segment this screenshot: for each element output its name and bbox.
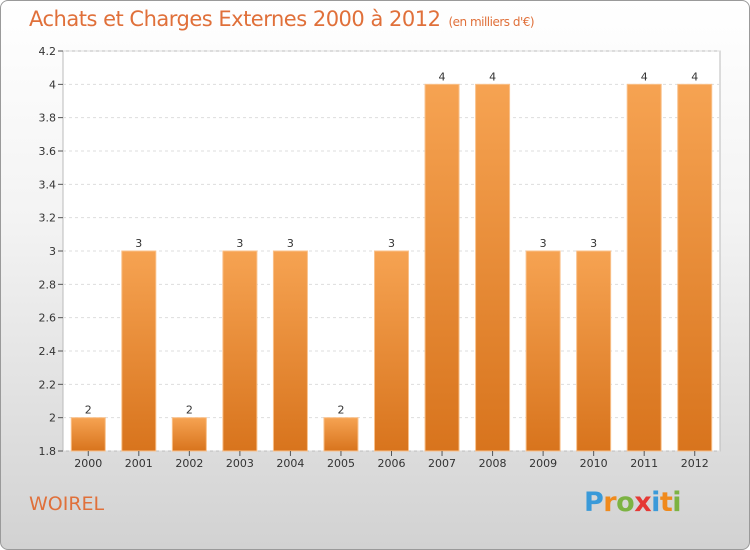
x-tick-label-2000: 2000 [74, 457, 102, 470]
y-tick-label: 2.6 [39, 312, 57, 325]
y-tick-label: 3.4 [39, 178, 57, 191]
x-tick-label-2003: 2003 [226, 457, 254, 470]
x-tick-label-2004: 2004 [276, 457, 304, 470]
proxiti-logo: Proxiti [584, 487, 682, 518]
logo-letter: i [651, 487, 660, 518]
x-axis-ticks: 2000 2001 2002 2003 2004 2005 2006 2007 2008 2009… [74, 451, 709, 470]
data-label-2010: 3 [590, 237, 597, 250]
x-tick-label-2008: 2008 [479, 457, 507, 470]
logo-letter: r [603, 487, 617, 518]
bar-2004 [272, 250, 308, 452]
bar-2001 [121, 250, 157, 452]
bar-2000 [70, 417, 106, 452]
x-tick-label-2011: 2011 [630, 457, 658, 470]
y-tick-label: 1.8 [39, 445, 57, 458]
data-label-2009: 3 [540, 237, 547, 250]
data-label-2002: 2 [186, 404, 193, 417]
y-tick-label: 3.2 [39, 212, 57, 225]
bar-2002 [171, 417, 207, 452]
x-tick-label-2005: 2005 [327, 457, 355, 470]
bar-2007 [424, 83, 460, 452]
x-tick-label-2007: 2007 [428, 457, 456, 470]
data-label-2007: 4 [439, 70, 446, 83]
place-name: WOIREL [29, 493, 105, 515]
bar-2011 [626, 83, 662, 452]
bar-2003 [222, 250, 258, 452]
y-tick-label: 3.8 [39, 112, 57, 125]
data-label-2008: 4 [489, 70, 496, 83]
y-tick-label: 3 [49, 245, 56, 258]
bar-2008 [475, 83, 511, 452]
bar-2010 [576, 250, 612, 452]
x-tick-label-2009: 2009 [529, 457, 557, 470]
x-tick-label-2010: 2010 [580, 457, 608, 470]
data-label-2004: 3 [287, 237, 294, 250]
y-tick-label: 2 [49, 412, 56, 425]
y-tick-label: 2.4 [39, 345, 57, 358]
y-tick-label: 4.2 [39, 45, 57, 58]
y-tick-label: 2.2 [39, 378, 57, 391]
data-label-2000: 2 [85, 404, 92, 417]
logo-letter: P [584, 487, 604, 518]
y-axis-ticks: 1.8 2 2.2 2.4 2.6 2.8 3 3.2 3.4 3.6 3.8 4 4.2 [39, 45, 63, 458]
chart-subtitle: (en milliers d'€) [448, 15, 535, 29]
logo-letter: t [659, 487, 673, 518]
y-tick-label: 2.8 [39, 278, 57, 291]
chart-title: Achats et Charges Externes 2000 à 2012 (e… [29, 7, 535, 31]
logo-letter: o [616, 487, 635, 518]
bar-2012 [677, 83, 713, 452]
data-label-2012: 4 [691, 70, 698, 83]
x-tick-label-2006: 2006 [378, 457, 406, 470]
y-tick-label: 3.6 [39, 145, 57, 158]
y-tick-label: 4 [49, 78, 56, 91]
x-tick-label-2002: 2002 [175, 457, 203, 470]
data-label-2006: 3 [388, 237, 395, 250]
chart-title-text: Achats et Charges Externes 2000 à 2012 [29, 7, 441, 31]
logo-letter: x [634, 487, 652, 518]
bars: 2 3 2 3 3 2 3 4 4 3 3 4 4 [70, 70, 713, 452]
bar-2006 [374, 250, 409, 452]
x-tick-label-2001: 2001 [125, 457, 153, 470]
data-label-2003: 3 [236, 237, 243, 250]
bar-2009 [525, 250, 561, 452]
bar-2005 [323, 417, 359, 452]
data-label-2001: 3 [135, 237, 142, 250]
data-label-2005: 2 [337, 404, 344, 417]
data-label-2011: 4 [641, 70, 648, 83]
x-tick-label-2012: 2012 [681, 457, 709, 470]
logo-letter: i [672, 487, 682, 518]
